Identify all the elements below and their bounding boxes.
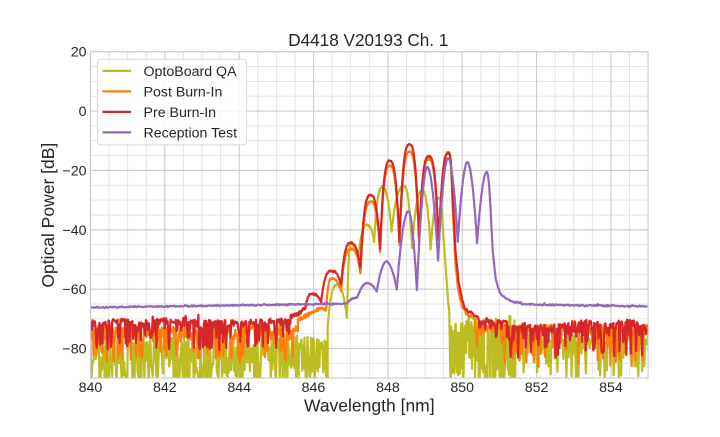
svg-text:D4418 V20193 Ch. 1: D4418 V20193 Ch. 1 — [288, 30, 448, 50]
svg-text:−20: −20 — [62, 163, 86, 179]
svg-text:0: 0 — [79, 104, 87, 120]
svg-text:850: 850 — [450, 380, 474, 396]
svg-text:Reception Test: Reception Test — [144, 126, 238, 142]
svg-text:OptoBoard QA: OptoBoard QA — [144, 64, 238, 80]
svg-text:Pre Burn-In: Pre Burn-In — [144, 105, 217, 121]
svg-text:Post Burn-In: Post Burn-In — [144, 85, 223, 101]
svg-text:842: 842 — [153, 380, 177, 396]
svg-text:852: 852 — [525, 380, 549, 396]
svg-text:Optical Power [dB]: Optical Power [dB] — [38, 143, 58, 288]
svg-text:20: 20 — [71, 45, 87, 61]
svg-text:−40: −40 — [62, 223, 86, 239]
svg-text:844: 844 — [227, 380, 251, 396]
svg-text:840: 840 — [79, 380, 103, 396]
svg-text:Wavelength [nm]: Wavelength [nm] — [304, 396, 435, 416]
svg-text:848: 848 — [376, 380, 400, 396]
svg-text:854: 854 — [599, 380, 623, 396]
svg-text:−60: −60 — [62, 282, 86, 298]
svg-text:−80: −80 — [62, 342, 86, 358]
svg-text:846: 846 — [302, 380, 326, 396]
